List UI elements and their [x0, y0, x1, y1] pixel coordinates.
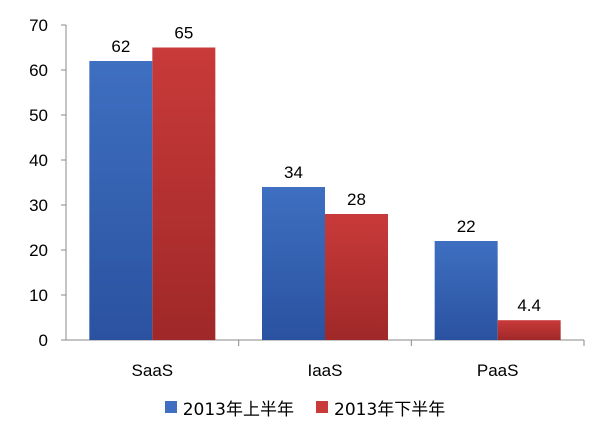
labels: 62 65 SaaS 34 28 IaaS 22 4.4 PaaS: [111, 24, 541, 381]
x-tick-label: IaaS: [308, 361, 343, 380]
legend-swatch-series-2: [316, 401, 328, 413]
y-tick-label: 20: [29, 241, 48, 260]
y-tick-label: 40: [29, 151, 48, 170]
data-label: 62: [111, 37, 130, 56]
data-label: 65: [174, 24, 193, 43]
bars: [89, 47, 561, 340]
data-label: 4.4: [517, 296, 541, 315]
bar-2013年下半年-IaaS: [325, 214, 388, 340]
y-tick-label: 30: [29, 196, 48, 215]
bar-2013年下半年-PaaS: [497, 320, 561, 340]
legend-item-series-1: 2013年上半年: [164, 395, 294, 420]
axes: 0 10 20 30 40 50 60 70: [29, 16, 585, 350]
data-label: 28: [347, 190, 366, 209]
y-tick-label: 10: [29, 286, 48, 305]
legend-swatch-series-1: [164, 401, 177, 413]
legend-label-series-2: 2013年下半年: [334, 399, 446, 420]
y-tick-label: 70: [29, 16, 48, 35]
data-label: 34: [284, 163, 303, 182]
y-tick-label: 60: [29, 61, 48, 80]
bar-2013年下半年-SaaS: [152, 47, 216, 340]
legend: 2013年上半年 2013年下半年: [0, 392, 610, 422]
data-label: 22: [457, 217, 476, 236]
legend-item-series-2: 2013年下半年: [316, 395, 445, 420]
bar-2013年上半年-SaaS: [89, 61, 153, 340]
bar-2013年上半年-PaaS: [434, 241, 498, 340]
x-tick-label: PaaS: [477, 361, 519, 380]
y-tick-label: 0: [39, 331, 48, 350]
legend-label-series-1: 2013年上半年: [182, 399, 294, 420]
y-tick-label: 50: [29, 106, 48, 125]
bar-2013年上半年-IaaS: [262, 187, 325, 340]
x-tick-label: SaaS: [132, 361, 174, 380]
